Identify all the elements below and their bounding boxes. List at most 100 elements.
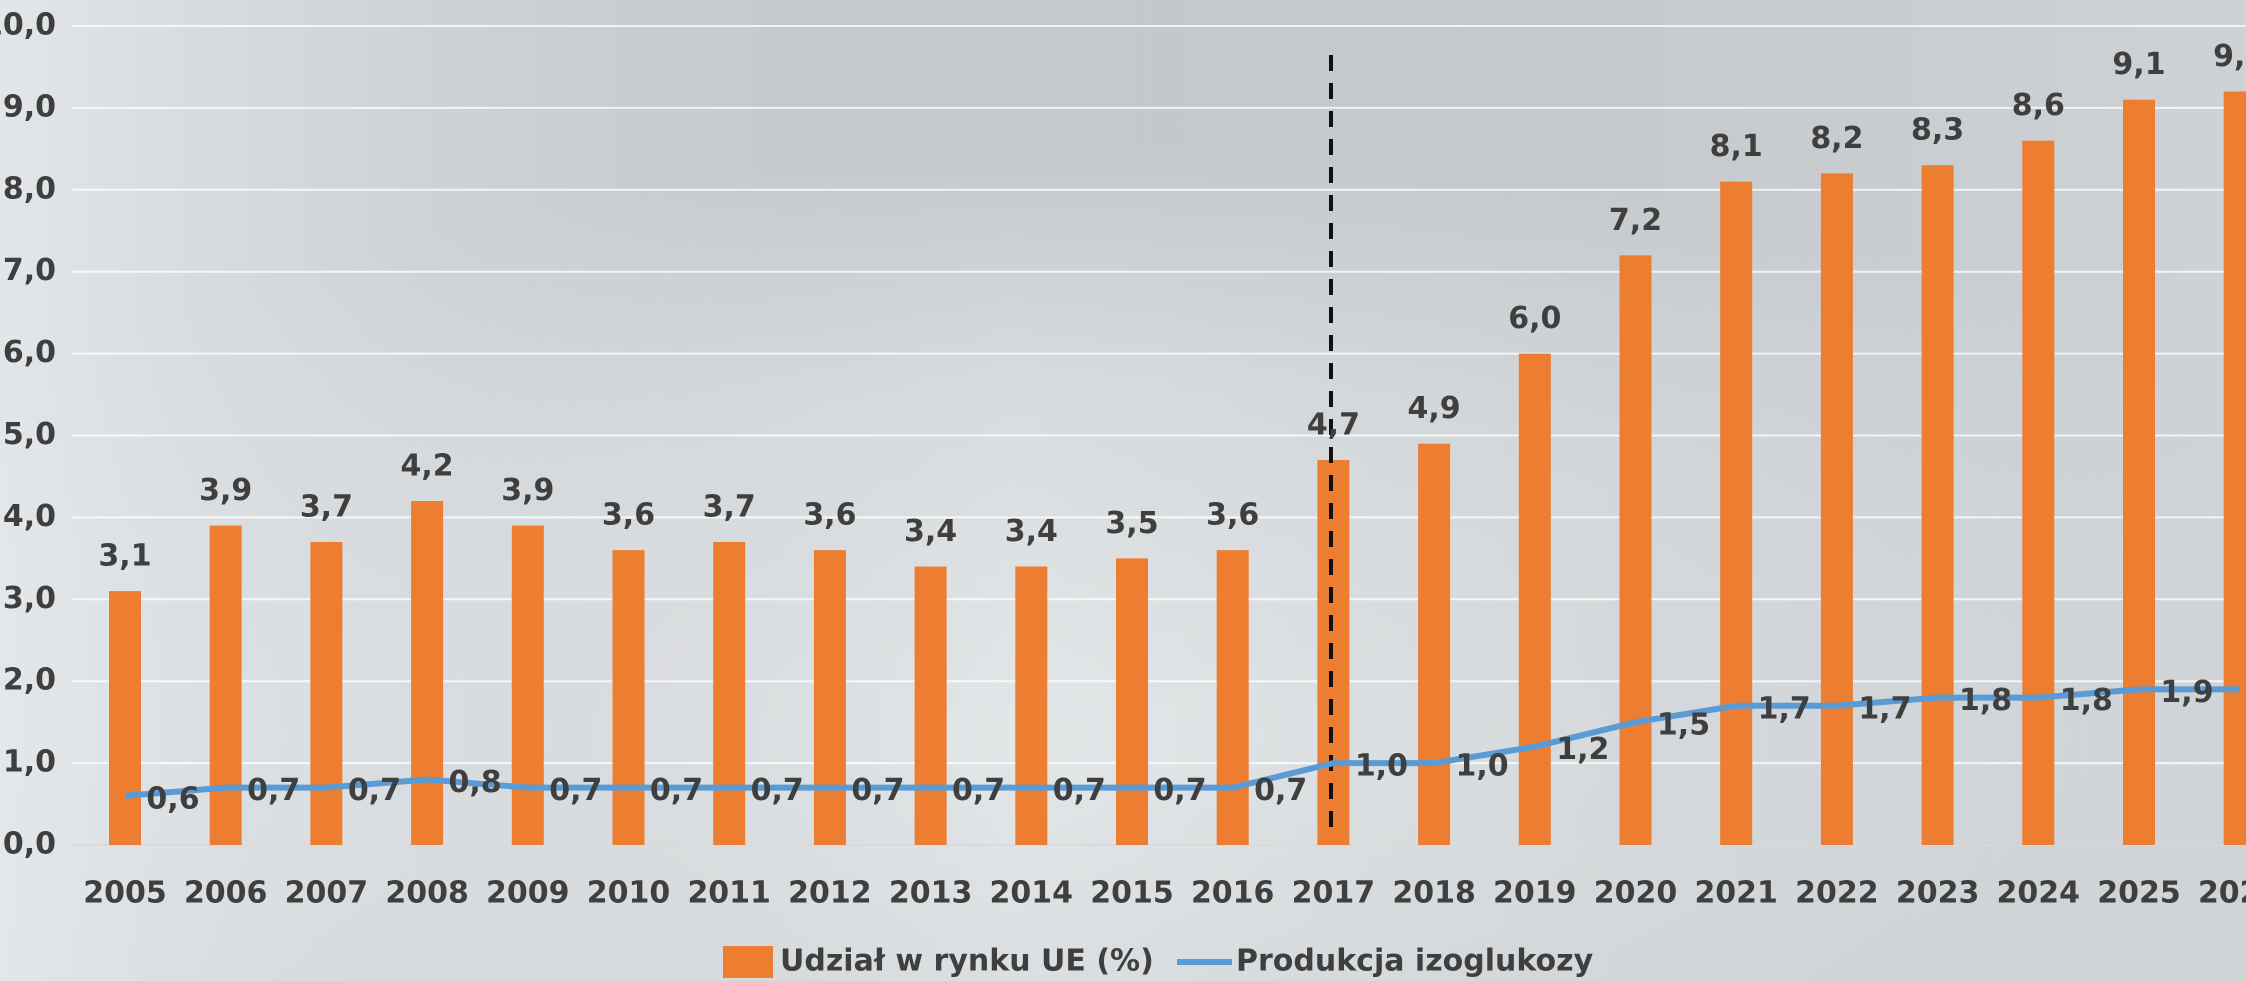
line-value-label: 0,7 (952, 773, 1005, 808)
bar-value-label: 9,1 (2112, 47, 2165, 82)
x-tick-label: 2025 (2097, 876, 2181, 911)
y-tick-label: 2,0 (3, 663, 56, 698)
line-value-label: 0,7 (1053, 773, 1106, 808)
line-value-label: 1,0 (1456, 749, 1509, 784)
x-tick-label: 2014 (990, 876, 1074, 911)
x-tick-label: 2012 (788, 876, 872, 911)
bar-value-label: 3,5 (1105, 506, 1158, 541)
bar-value-label: 3,9 (501, 473, 554, 508)
x-tick-label: 2017 (1292, 876, 1376, 911)
x-tick-label: 2023 (1896, 876, 1980, 911)
legend-label: Produkcja izoglukozy (1236, 944, 1594, 979)
bar (2123, 100, 2155, 845)
legend-label: Udział w rynku UE (%) (780, 944, 1154, 979)
x-tick-label: 2019 (1493, 876, 1577, 911)
y-tick-label: 7,0 (3, 253, 56, 288)
bar (210, 526, 242, 845)
y-tick-label: 5,0 (3, 417, 56, 452)
line-value-label: 0,7 (247, 773, 300, 808)
bar (1821, 173, 1853, 845)
y-tick-label: 6,0 (3, 335, 56, 370)
line-value-label: 1,7 (1758, 691, 1811, 726)
bar-value-label: 9,2 (2213, 39, 2246, 74)
bar-value-label: 3,4 (1005, 514, 1058, 549)
legend-swatch (723, 946, 773, 978)
y-tick-label: 0,0 (3, 827, 56, 862)
page: 0,01,02,03,04,05,06,07,08,09,010,0200520… (0, 0, 2246, 981)
line-value-label: 1,0 (1355, 749, 1408, 784)
bar-value-label: 3,7 (300, 489, 353, 524)
bar (1116, 558, 1148, 845)
bar (613, 550, 645, 845)
bar-value-label: 3,4 (904, 514, 957, 549)
line-value-label: 0,7 (348, 773, 401, 808)
x-tick-label: 2021 (1694, 876, 1778, 911)
bar-value-label: 6,0 (1508, 301, 1561, 336)
y-tick-label: 1,0 (3, 745, 56, 780)
x-tick-label: 2011 (687, 876, 771, 911)
line-value-label: 1,5 (1657, 708, 1710, 743)
bar (411, 501, 443, 845)
x-tick-label: 2015 (1090, 876, 1174, 911)
bar-value-label: 4,9 (1408, 391, 1461, 426)
line-value-label: 1,9 (2160, 675, 2213, 710)
bar (310, 542, 342, 845)
x-tick-label: 2018 (1392, 876, 1476, 911)
bar-value-label: 3,6 (803, 498, 856, 533)
bar-value-label: 3,9 (199, 473, 252, 508)
bar (1519, 354, 1551, 845)
bar (1015, 567, 1047, 845)
bar (1620, 255, 1652, 845)
bar-value-label: 8,2 (1810, 121, 1863, 156)
x-tick-label: 2016 (1191, 876, 1275, 911)
bar-value-label: 7,2 (1609, 203, 1662, 238)
bar-value-label: 4,7 (1307, 408, 1360, 443)
bar-value-label: 3,1 (98, 539, 151, 574)
line-value-label: 0,7 (650, 773, 703, 808)
bar (1217, 550, 1249, 845)
bar-value-label: 8,6 (2012, 88, 2065, 123)
line-value-label: 0,7 (1254, 773, 1307, 808)
bar-value-label: 3,7 (703, 489, 756, 524)
bar-value-label: 3,6 (1206, 498, 1259, 533)
x-tick-label: 2022 (1795, 876, 1879, 911)
bar (2224, 92, 2246, 845)
bar (814, 550, 846, 845)
bar-value-label: 8,3 (1911, 113, 1964, 148)
line-value-label: 1,8 (2060, 683, 2113, 718)
bar (109, 591, 141, 845)
bar (512, 526, 544, 845)
bar (915, 567, 947, 845)
x-tick-label: 2008 (385, 876, 469, 911)
bar (1418, 444, 1450, 845)
bar (1317, 460, 1349, 845)
line-value-label: 1,8 (1959, 683, 2012, 718)
y-tick-label: 4,0 (3, 499, 56, 534)
x-tick-label: 2010 (587, 876, 671, 911)
line-value-label: 0,8 (449, 765, 502, 800)
line-value-label: 0,7 (1153, 773, 1206, 808)
line-value-label: 1,2 (1556, 732, 1609, 767)
bar (2022, 141, 2054, 845)
chart: 0,01,02,03,04,05,06,07,08,09,010,0200520… (0, 0, 2246, 981)
line-value-label: 0,7 (751, 773, 804, 808)
x-tick-label: 2026 (2198, 876, 2246, 911)
y-tick-label: 8,0 (3, 171, 56, 206)
x-tick-label: 2020 (1594, 876, 1678, 911)
x-tick-label: 2007 (285, 876, 369, 911)
bar (713, 542, 745, 845)
x-tick-label: 2009 (486, 876, 570, 911)
x-tick-label: 2006 (184, 876, 268, 911)
x-tick-label: 2024 (1997, 876, 2081, 911)
y-tick-label: 10,0 (0, 8, 56, 43)
bar-value-label: 8,1 (1710, 129, 1763, 164)
line-value-label: 0,6 (146, 781, 199, 816)
bar-value-label: 4,2 (401, 449, 454, 484)
x-tick-label: 2005 (83, 876, 167, 911)
y-tick-label: 9,0 (3, 89, 56, 124)
line-value-label: 0,7 (851, 773, 904, 808)
x-tick-label: 2013 (889, 876, 973, 911)
bar (1922, 165, 1954, 845)
line-value-label: 1,7 (1858, 691, 1911, 726)
bar (1720, 182, 1752, 845)
